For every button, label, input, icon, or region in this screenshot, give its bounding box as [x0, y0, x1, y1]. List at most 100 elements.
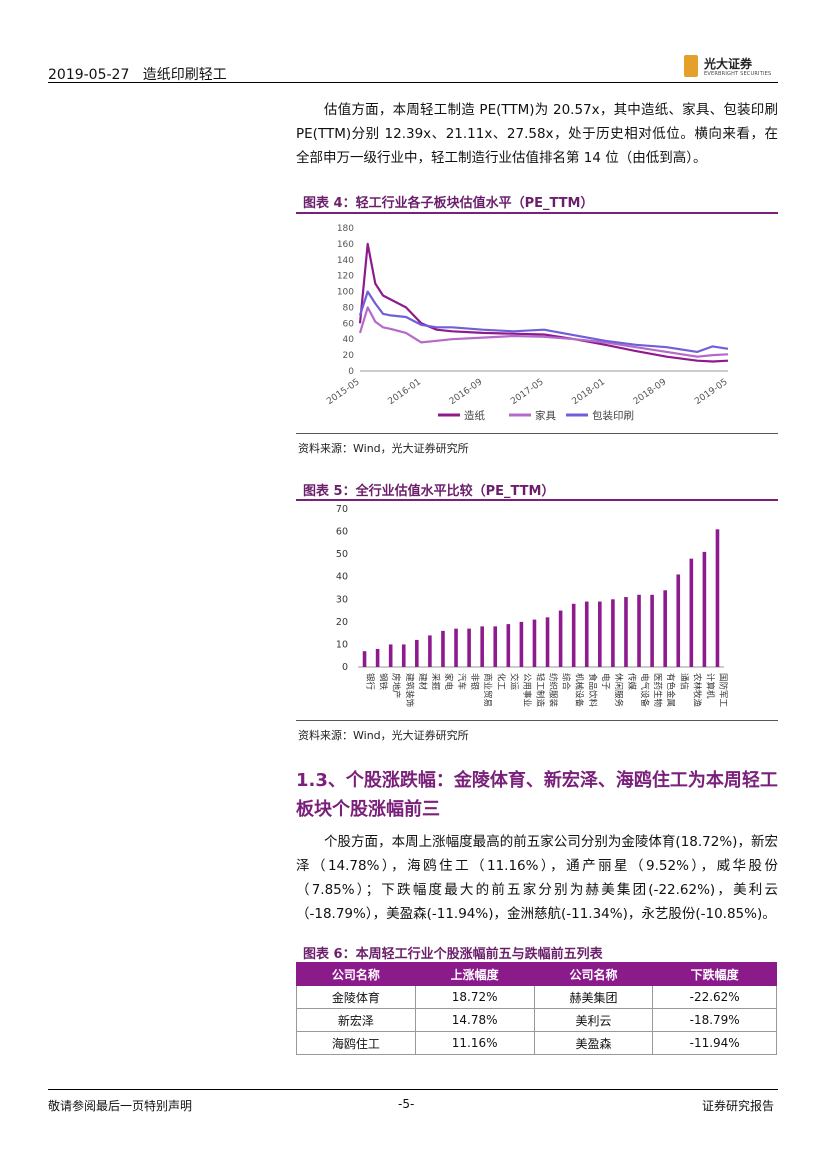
- x-tick-label: 采掘: [430, 673, 441, 690]
- stock-change-table: 公司名称 上涨幅度 公司名称 下跌幅度 金陵体育 18.72% 赫美集团 -22…: [296, 962, 777, 1055]
- figure4-source: 资料来源：Wind，光大证券研究所: [298, 442, 469, 455]
- y-tick-label: 0: [348, 367, 354, 377]
- x-tick-label: 2019-05: [693, 377, 730, 407]
- x-tick-label: 钢铁: [378, 673, 389, 691]
- x-tick-label: 2016-01: [387, 377, 424, 407]
- x-tick-label: 2017-05: [509, 377, 546, 407]
- everbright-logo-icon: [684, 55, 698, 77]
- bar: [676, 574, 681, 667]
- bar: [558, 610, 563, 667]
- legend-label: 造纸: [464, 409, 485, 422]
- table-row: 新宏泽 14.78% 美利云 -18.79%: [296, 1008, 777, 1032]
- x-tick-label: 交运: [508, 673, 519, 691]
- bar: [454, 628, 458, 667]
- logo-en: EVERBRIGHT SECURITIES: [704, 71, 772, 77]
- logo-cn: 光大证券: [704, 57, 753, 71]
- x-tick-label: 银行: [365, 673, 376, 691]
- table-cell: 海鸥住工: [296, 1031, 416, 1055]
- figure5-title: 图表 5：全行业估值水平比较（PE_TTM）: [303, 484, 555, 499]
- bar: [467, 628, 471, 667]
- table-cell: -22.62%: [652, 985, 777, 1009]
- table-cell: 金陵体育: [296, 985, 416, 1009]
- x-tick-label: 计算机: [704, 673, 715, 699]
- table-row: 海鸥住工 11.16% 美盈森 -11.94%: [296, 1031, 777, 1055]
- bar: [506, 624, 511, 667]
- series-line-1: [358, 242, 729, 363]
- bar: [362, 651, 367, 667]
- header-company-up: 公司名称: [296, 962, 416, 986]
- y-tick-label: 40: [336, 572, 348, 583]
- bar: [519, 621, 524, 667]
- x-tick-label: 公用事业: [521, 673, 532, 707]
- table-row: 金陵体育 18.72% 赫美集团 -22.62%: [296, 985, 777, 1009]
- x-tick-label: 纺织服装: [548, 673, 559, 708]
- bar: [584, 601, 589, 667]
- table6-title: 图表 6：本周轻工行业个股涨幅前五与跌幅前五列表: [303, 947, 603, 962]
- x-tick-label: 2018-01: [571, 377, 608, 407]
- x-tick-label: 综合: [561, 673, 572, 691]
- series-line-2: [358, 306, 729, 358]
- figure4-bottom-rule: [296, 433, 778, 434]
- legend-label: 家具: [535, 409, 556, 422]
- y-tick-label: 10: [336, 639, 348, 650]
- bar: [689, 558, 694, 667]
- table-cell: 新宏泽: [296, 1008, 416, 1032]
- bar: [663, 590, 667, 667]
- x-tick-label: 医药生物: [652, 673, 663, 708]
- figure5-top-rule: [296, 499, 778, 501]
- bar: [532, 619, 537, 667]
- y-tick-label: 100: [337, 288, 354, 298]
- figure4-top-rule: [296, 212, 778, 214]
- bar: [611, 599, 615, 667]
- figure4-line-chart: 0 20 40 60 80 100 120 140 160 180 2015-05 2016-01 2…: [325, 224, 730, 422]
- x-tick-label: 汽车: [456, 673, 467, 690]
- bar: [715, 529, 720, 667]
- figure5-bottom-rule: [296, 720, 778, 721]
- x-tick-label: 电子: [600, 673, 611, 691]
- bar: [441, 630, 445, 667]
- figure5-bar-chart: 0 10 20 30 40 50 60 70 银行 钢铁 房地产 建筑装饰 建材 采掘 家电 汽车 非银 商业贸…: [336, 504, 729, 708]
- y-tick-label: 80: [343, 303, 355, 313]
- bar: [637, 594, 641, 667]
- bar: [415, 639, 419, 667]
- x-tick-label: 家电: [443, 673, 454, 691]
- bar: [650, 594, 654, 667]
- figure4-title: 图表 4：轻工行业各子板块估值水平（PE_TTM）: [303, 196, 594, 211]
- table-cell: 11.16%: [414, 1031, 535, 1055]
- y-tick-label: 50: [336, 549, 348, 560]
- x-tick-label: 国防军工: [717, 673, 728, 708]
- x-tick-label: 传媒: [626, 673, 637, 691]
- bar: [624, 597, 628, 667]
- table-cell: 美盈森: [533, 1031, 654, 1055]
- table-header-row: 公司名称 上涨幅度 公司名称 下跌幅度: [296, 962, 777, 986]
- table-cell: -18.79%: [652, 1008, 777, 1032]
- x-tick-label: 商业贸易: [482, 673, 493, 707]
- bar: [388, 644, 393, 667]
- y-tick-label: 60: [336, 527, 348, 538]
- page-number: -5-: [398, 1097, 415, 1111]
- bar: [428, 635, 432, 667]
- x-tick-label: 2018-09: [632, 377, 669, 407]
- y-tick-label: 140: [337, 256, 354, 266]
- y-tick-label: 0: [342, 662, 348, 673]
- table-cell: -11.94%: [652, 1031, 777, 1055]
- section-title: 1.3、个股涨跌幅：金陵体育、新宏泽、海鸥住工为本周轻工板块个股涨幅前三: [296, 770, 778, 820]
- table-cell: 14.78%: [414, 1008, 535, 1032]
- x-tick-label: 食品饮料: [587, 673, 598, 708]
- y-tick-label: 160: [337, 240, 354, 250]
- bar: [401, 644, 406, 667]
- x-tick-label: 化工: [495, 673, 506, 691]
- footer-divider: [48, 1089, 778, 1090]
- bar: [480, 626, 484, 667]
- table-cell: 美利云: [533, 1008, 654, 1032]
- x-tick-label: 2015-05: [325, 377, 362, 407]
- bar: [571, 603, 576, 667]
- table-cell: 18.72%: [414, 985, 535, 1009]
- date-text: 2019-05-27: [48, 67, 130, 83]
- series-line-3: [358, 290, 729, 353]
- valuation-paragraph: 估值方面，本周轻工制造 PE(TTM)为 20.57x，其中造纸、家具、包装印刷…: [296, 102, 778, 166]
- report-date: 2019-05-27 造纸印刷轻工: [48, 64, 227, 84]
- x-tick-label: 机械设备: [574, 673, 585, 708]
- header-rise: 上涨幅度: [414, 962, 535, 986]
- table-cell: 赫美集团: [533, 985, 654, 1009]
